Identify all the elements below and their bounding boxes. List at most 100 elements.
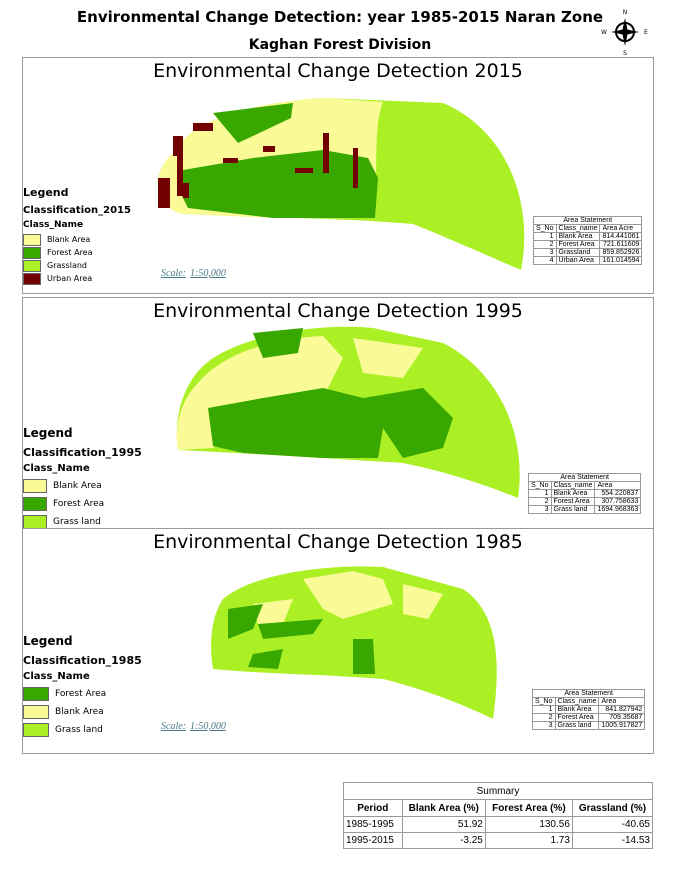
- legend-item: Blank Area: [23, 477, 142, 495]
- table-cell: 2: [528, 497, 552, 506]
- table-cell: 1694.968363: [594, 505, 642, 514]
- legend-label: Grass land: [55, 725, 103, 735]
- legend-label: Forest Area: [47, 248, 93, 257]
- map-panel: Environmental Change Detection 1985 Legen…: [22, 528, 654, 754]
- land-cover: [253, 571, 443, 624]
- table-row: Area Statement: [532, 216, 643, 225]
- table-cell: 1985-1995: [343, 816, 403, 833]
- map-panel: Environmental Change Detection 1995 Legen…: [22, 297, 654, 530]
- legend-item: Grass land: [23, 721, 142, 739]
- table-row: 3 Grassland 859.852926: [533, 248, 643, 257]
- map: [176, 326, 520, 498]
- table-cell: Blank Area: [555, 232, 601, 241]
- legend-field: Class_Name: [23, 463, 90, 474]
- column-header: Forest Area (%): [484, 799, 573, 817]
- legend: Legend Classification_2015 Class_Name Blank…: [23, 186, 131, 285]
- summary: Summary Period Blank Area (%) Forest Area (…: [343, 782, 654, 849]
- map-panel: Environmental Change Detection 2015 Legen…: [22, 57, 654, 294]
- legend-field: Class_Name: [23, 220, 84, 230]
- legend-item: Grassland: [23, 259, 131, 272]
- scale: Scale: 1:50,000: [161, 268, 230, 279]
- area-statement: Area Statement S_No Class_name Area Acre 1 Bl…: [532, 216, 643, 265]
- table-cell: Grass land: [554, 721, 600, 730]
- legend-label: Grass land: [53, 517, 101, 527]
- table-cell: 1005.917827: [598, 721, 646, 730]
- table-cell: -14.53: [571, 832, 654, 849]
- column-header: Grassland (%): [571, 799, 654, 817]
- table-cell: 859.852926: [599, 248, 643, 257]
- compass-e: E: [644, 29, 648, 36]
- table-cell: -3.25: [401, 832, 486, 849]
- table-row: 3 Grass land 1694.968363: [528, 505, 642, 514]
- table-cell: Forest Area: [554, 713, 600, 722]
- column-header: Class_name: [554, 697, 600, 706]
- table-cell: 51.92: [401, 816, 486, 833]
- legend-swatch: [23, 272, 41, 285]
- table-row: 1985-1995 51.92 130.56 -40.65: [343, 816, 654, 833]
- legend-label: Urban Area: [47, 274, 93, 283]
- legend-swatch: [23, 723, 49, 737]
- table-row: Period Blank Area (%) Forest Area (%) Grass…: [343, 799, 654, 817]
- scale-value: 1:50,000: [190, 721, 226, 732]
- panel-title: Environmental Change Detection 1995: [153, 300, 523, 322]
- legend-label: Forest Area: [53, 499, 105, 509]
- table-cell: 2: [533, 240, 557, 249]
- table-cell: 1.73: [484, 832, 573, 849]
- panel-title: Environmental Change Detection 1985: [153, 531, 523, 553]
- table-cell: 841.827942: [598, 705, 646, 714]
- table-row: 2 Forest Area 709.35687: [532, 713, 646, 722]
- compass: N E S W: [601, 9, 648, 56]
- panel-title: Environmental Change Detection 2015: [153, 60, 523, 82]
- legend-label: Blank Area: [53, 481, 102, 491]
- legend-item: Forest Area: [23, 246, 131, 259]
- table-title: Area Statement: [532, 216, 643, 225]
- table-row: S_No Class_name Area Acre: [533, 224, 643, 233]
- legend-heading: Legend: [23, 426, 73, 440]
- column-header: Area: [598, 697, 646, 706]
- table-cell: 1995-2015: [343, 832, 403, 849]
- legend-heading: Legend: [23, 634, 73, 648]
- legend-item: Forest Area: [23, 495, 142, 513]
- map: [157, 98, 525, 270]
- legend-swatch: [23, 246, 41, 259]
- table-cell: 4: [533, 256, 557, 265]
- legend-label: Forest Area: [55, 689, 107, 699]
- table-cell: Grassland: [555, 248, 601, 257]
- table-cell: 3: [533, 248, 557, 257]
- table-cell: 721.611609: [599, 240, 643, 249]
- column-header: Blank Area (%): [401, 799, 486, 817]
- table-cell: Forest Area: [555, 240, 601, 249]
- scale-label: Scale:: [161, 721, 186, 732]
- table-cell: 1: [528, 489, 552, 498]
- column-header: Period: [343, 799, 403, 817]
- compass-s: S: [623, 50, 627, 56]
- table-cell: 2: [532, 713, 556, 722]
- table-cell: 814.441061: [599, 232, 643, 241]
- table-title: Area Statement: [527, 473, 642, 482]
- legend-classification: Classification_1995: [23, 446, 142, 459]
- table-row: 4 Urban Area 161.014594: [533, 256, 643, 265]
- area-statement: Area Statement S_No Class_name Area 1 Blank A…: [527, 473, 642, 514]
- table-row: Summary: [343, 782, 653, 800]
- table-cell: 3: [528, 505, 552, 514]
- legend-swatch: [23, 515, 47, 529]
- legend-swatch: [23, 705, 49, 719]
- table-row: 3 Grass land 1005.917827: [532, 721, 646, 730]
- legend: Legend Classification_1985 Class_Name Fores…: [23, 634, 142, 739]
- legend-item: Blank Area: [23, 233, 131, 246]
- table-cell: Urban Area: [555, 256, 601, 265]
- compass-w: W: [601, 29, 607, 36]
- table-cell: Blank Area: [554, 705, 600, 714]
- compass-n: N: [623, 9, 628, 16]
- table-row: Area Statement: [531, 689, 646, 698]
- table-row: 1995-2015 -3.25 1.73 -14.53: [343, 832, 654, 849]
- table-cell: Grass land: [550, 505, 596, 514]
- land-cover: [228, 604, 375, 674]
- land-cover: [178, 103, 378, 218]
- page-title: Environmental Change Detection: year 198…: [76, 8, 604, 26]
- column-header: S_No: [533, 224, 557, 233]
- table-cell: -40.65: [571, 816, 654, 833]
- table-cell: 161.014594: [599, 256, 643, 265]
- scale: Scale: 1:50,000: [161, 721, 230, 732]
- column-header: Area: [594, 481, 642, 490]
